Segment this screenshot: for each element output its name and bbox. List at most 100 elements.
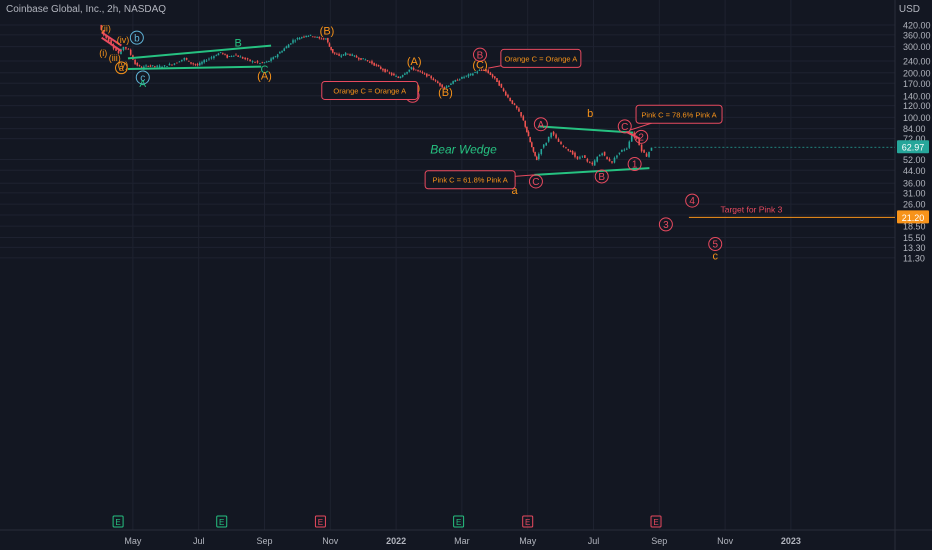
candle-body [274,56,277,58]
candle-body [397,76,400,78]
candle-body [251,61,254,62]
candle-body [239,56,242,58]
y-tick-label: 26.00 [903,200,926,210]
candle-body [502,88,505,92]
candle-body [287,44,290,48]
candle-body [576,156,579,159]
candle-body [555,134,557,138]
last-price-badge [897,140,929,154]
wave-label-circle [627,157,642,172]
y-tick-label: 44.00 [903,166,926,176]
candle-body [228,56,231,57]
candle-body [290,43,292,45]
candle-body [393,73,395,76]
candle-body [294,40,297,42]
wave-label: 3 [663,220,669,231]
candle-body [171,64,173,66]
candle-body [151,65,154,67]
candle-body [611,161,613,163]
earnings-marker [112,515,124,528]
y-tick-label: 240.00 [903,57,931,67]
candle-body [254,62,256,63]
candle-body [417,69,419,71]
wave-label: (A) [407,56,422,68]
candle-body [447,85,450,87]
candle-body [196,64,199,66]
candle-body [373,62,375,66]
y-tick-label: 200.00 [903,68,931,78]
candle-body [379,66,382,69]
earnings-marker-label: E [115,518,120,527]
candle-body [281,51,283,53]
candle-body [384,69,386,73]
candle-body [443,87,446,89]
candle-body [562,146,565,147]
currency-label: USD [898,4,920,15]
candle-body [450,83,452,86]
wave-label: c [712,251,718,263]
candle-body [491,74,494,77]
candle-body [522,116,525,121]
candle-body [401,75,404,77]
candle-body [122,46,125,50]
candle-body [603,151,606,156]
candle-body [185,57,188,60]
target-label: Target for Pink 3 [720,204,782,214]
candle-body [338,54,340,56]
trend-line [101,31,122,47]
candle-body [560,141,562,145]
chart-title: Coinbase Global, Inc., 2h, NASDAQ [6,4,167,15]
y-tick-label: 52.00 [903,155,926,165]
candle-body [593,160,596,166]
candle-body [388,72,391,74]
wave-label: a [119,63,124,73]
candle-body [465,75,468,77]
candle-body [230,55,233,57]
candle-body [395,76,397,77]
wave-label: 5 [712,240,718,251]
wave-label: B [477,50,484,61]
candle-body [249,59,251,62]
wave-label: 1 [632,160,638,171]
candle-body [263,62,266,64]
y-tick-label: 170.00 [903,79,931,89]
wave-label-circle [617,119,632,134]
candle-body [538,153,540,160]
candle-body [529,137,531,143]
candle-body [156,65,158,67]
wave-label: C [532,177,539,188]
candle-body [213,56,215,59]
candle-body [203,60,205,63]
candle-body [272,57,275,60]
callout-text: Pink C = 61.8% Pink A [433,176,508,185]
candle-body [134,60,136,64]
candle-body [626,148,628,150]
wave-label-circle [528,174,543,189]
candle-body [485,69,487,72]
candle-body [377,65,380,67]
wave-label: b [134,33,140,44]
candle-body [138,65,141,67]
candle-body [616,155,618,158]
candle-body [232,55,235,57]
candle-body [547,136,550,142]
candle-body [173,63,176,65]
wave-label-circle [658,217,673,232]
candle-body [467,74,470,77]
candle-body [584,155,586,158]
candle-body [441,84,443,88]
earnings-marker [216,515,228,528]
pattern-label: Bear Wedge [430,143,497,157]
earnings-marker [650,515,662,528]
candle-body [143,66,145,69]
candle-body [515,105,518,108]
candle-body [640,144,643,152]
candle-body [344,52,347,56]
wave-label: (v) [118,60,129,70]
candle-body [328,43,331,47]
candle-body [571,151,574,155]
candle-body [434,80,437,82]
y-tick-label: 15.50 [903,233,926,243]
candle-body [404,73,406,75]
